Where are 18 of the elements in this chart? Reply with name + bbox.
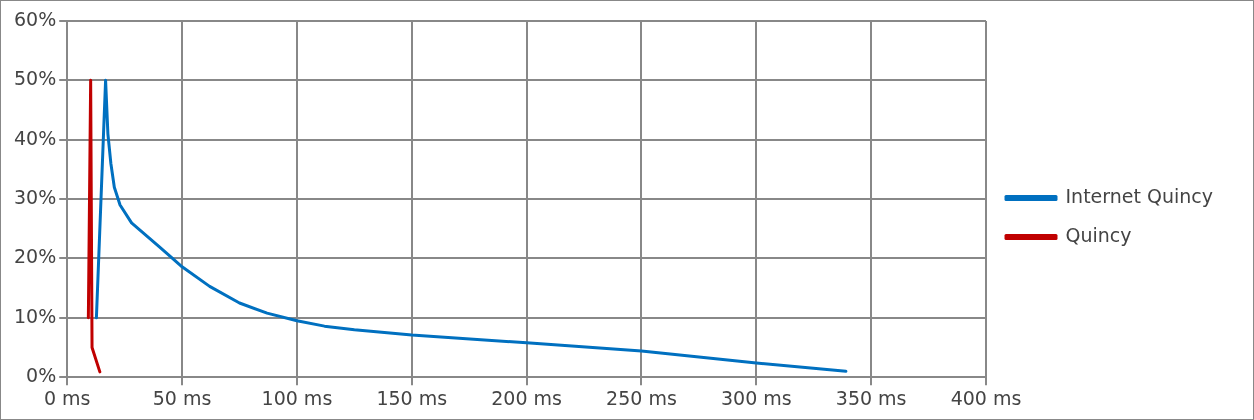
y-tick-label: 20% <box>14 245 57 268</box>
x-tick-label: 250 ms <box>606 386 677 409</box>
x-tick-label: 0 ms <box>43 386 91 409</box>
y-tick-label: 30% <box>14 186 57 209</box>
y-tick-label: 50% <box>14 67 57 90</box>
y-tick-label: 0% <box>26 364 57 387</box>
y-tick-label: 40% <box>14 126 57 149</box>
x-tick-label: 50 ms <box>152 386 212 409</box>
y-tick-label: 10% <box>14 304 57 327</box>
x-tick-label: 300 ms <box>720 386 792 409</box>
x-tick-label: 150 ms <box>376 386 448 409</box>
legend-label: Quincy <box>1065 223 1132 246</box>
y-tick-label: 60% <box>14 7 57 30</box>
x-tick-label: 400 ms <box>950 386 1022 409</box>
x-tick-label: 350 ms <box>835 386 907 409</box>
x-tick-label: 100 ms <box>261 386 333 409</box>
legend-label: Internet Quincy <box>1065 184 1214 207</box>
x-tick-label: 200 ms <box>491 386 562 409</box>
